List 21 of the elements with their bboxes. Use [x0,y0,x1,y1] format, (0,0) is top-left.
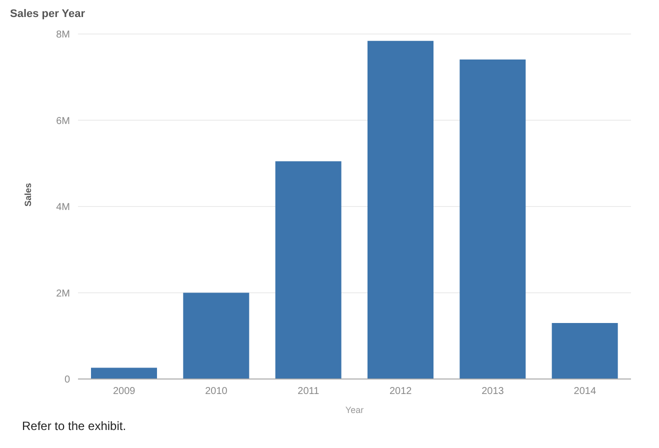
bar [183,292,250,379]
x-axis-title: Year [345,405,364,415]
text: Refer to the exhibit. [21,419,128,433]
bar [460,59,526,379]
bar [91,368,157,379]
x-tick-label: 2010 [205,386,228,398]
bar [368,40,434,379]
y-tick-label: 2M [56,288,70,300]
y-tick-label: 6M [56,116,70,127]
bar [552,322,618,379]
x-tick-label: 2014 [574,386,596,398]
y-tick-label: 8M [56,30,70,41]
bar [275,161,342,379]
x-tick-label: 2012 [389,386,412,398]
y-tick-label: 0 [64,374,70,386]
y-axis-title: Sales [23,182,34,206]
chart-title: Sales per Year [9,8,86,22]
x-tick-label: 2011 [298,386,320,398]
y-tick-label: 4M [56,202,70,214]
x-tick-label: 2009 [112,386,136,398]
x-tick-label: 2013 [482,386,504,398]
